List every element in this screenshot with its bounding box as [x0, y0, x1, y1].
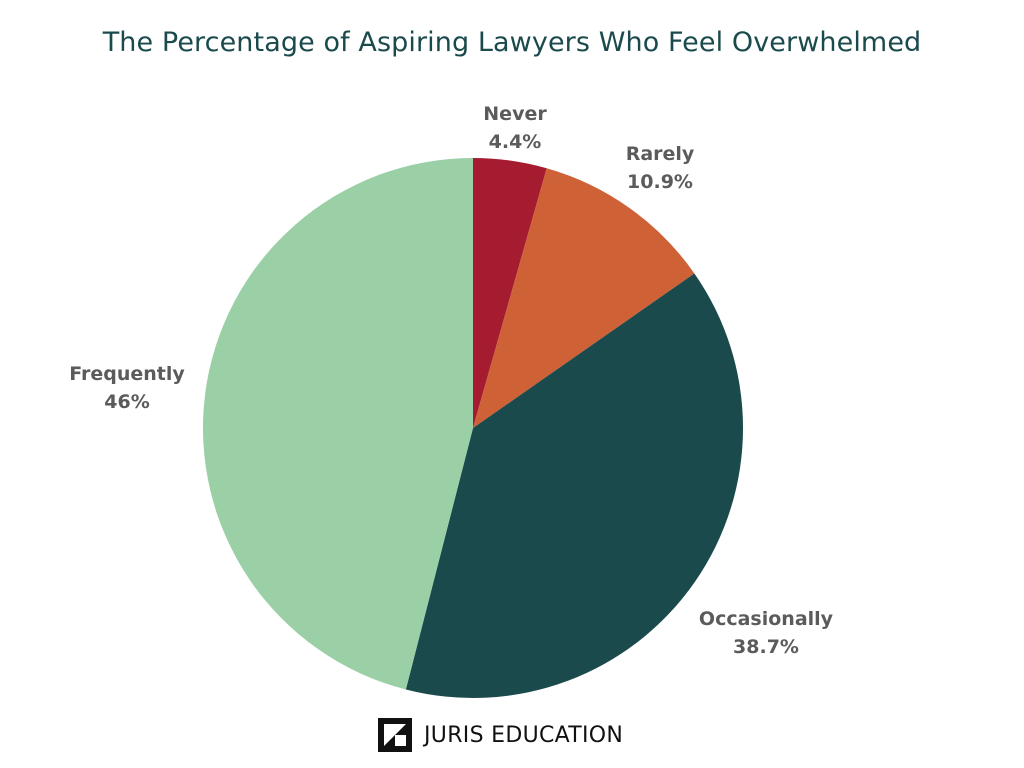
brand-footer: JURIS EDUCATION	[378, 717, 623, 753]
pie-slice-occasionally	[405, 273, 744, 699]
slice-labels: Never 4.4% Rarely 10.9% Occasionally 38.7% Fre…	[69, 103, 833, 658]
slice-value-never: 4.4%	[489, 131, 542, 153]
pie-slices	[202, 157, 744, 699]
pie-slice-never	[473, 157, 547, 428]
slice-value-occasionally: 38.7%	[733, 636, 799, 658]
pie-slice-rarely	[473, 168, 695, 428]
slice-label-occasionally: Occasionally	[699, 608, 834, 630]
slice-label-frequently: Frequently	[69, 363, 185, 385]
slice-value-rarely: 10.9%	[627, 171, 693, 193]
slice-label-never: Never	[483, 103, 547, 125]
pie-slice-frequently	[202, 157, 473, 690]
chart-title: The Percentage of Aspiring Lawyers Who F…	[102, 27, 922, 58]
juris-education-logo-icon	[378, 718, 412, 752]
slice-value-frequently: 46%	[104, 391, 149, 413]
slice-label-rarely: Rarely	[626, 143, 695, 165]
brand-name: JURIS EDUCATION	[424, 722, 624, 748]
